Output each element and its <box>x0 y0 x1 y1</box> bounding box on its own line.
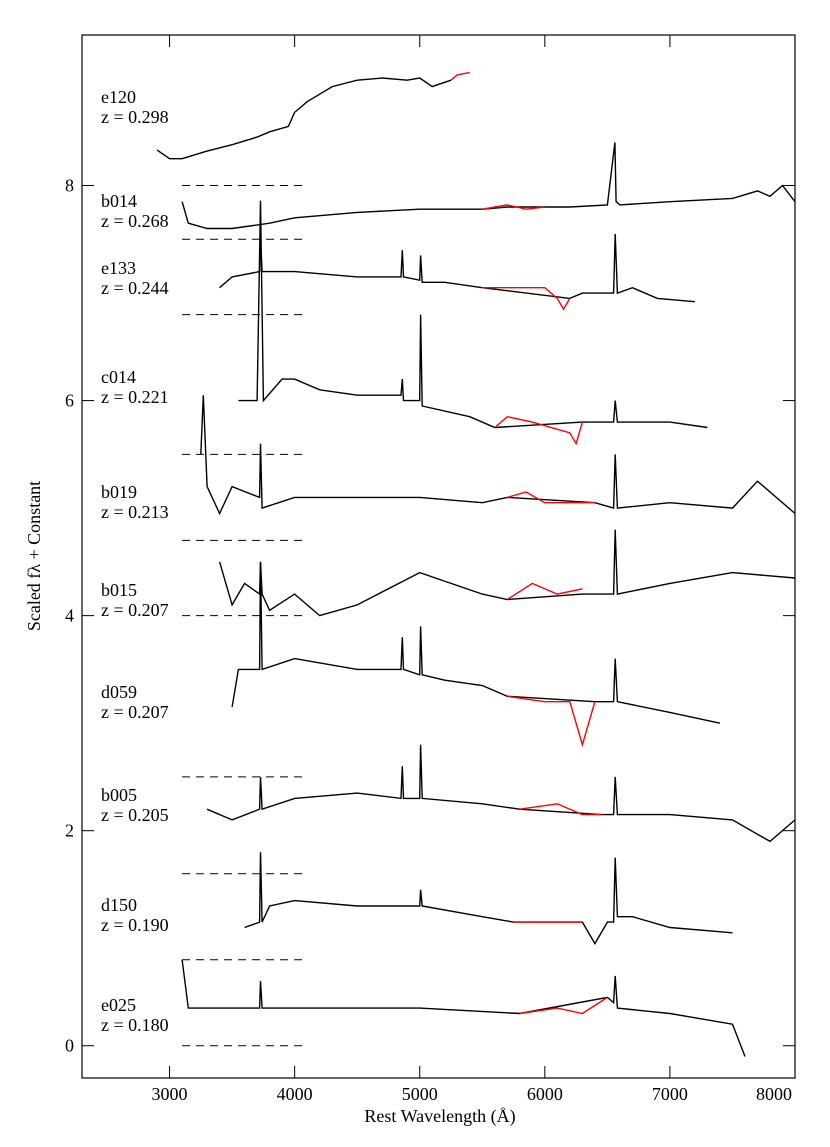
spectrum <box>507 491 595 504</box>
spectrum <box>231 561 721 724</box>
spectrum-name: b019 <box>101 482 137 502</box>
spectrum <box>206 744 796 843</box>
spectrum-name: e025 <box>101 995 136 1015</box>
spectrum-redshift: z = 0.221 <box>101 387 169 407</box>
spectrum <box>219 233 695 303</box>
spectrum-name: c014 <box>101 367 136 387</box>
spectrum <box>450 71 470 81</box>
x-tick-label: 7000 <box>652 1084 688 1104</box>
x-tick-label: 6000 <box>527 1084 563 1104</box>
spectrum <box>218 529 796 617</box>
spectrum-redshift: z = 0.180 <box>101 1015 169 1035</box>
spectrum-name: d150 <box>101 895 137 915</box>
spectrum <box>519 996 608 1015</box>
y-tick-label: 0 <box>65 1036 74 1056</box>
spectrum <box>482 287 571 311</box>
spectrum <box>238 200 708 429</box>
y-tick-label: 8 <box>65 176 74 196</box>
x-tick-label: 8000 <box>756 1084 792 1104</box>
spectrum-name: e133 <box>101 258 136 278</box>
spectrum-redshift: z = 0.190 <box>101 915 169 935</box>
x-tick-label: 4000 <box>277 1084 313 1104</box>
x-tick-label: 5000 <box>402 1084 438 1104</box>
spectrum <box>181 959 746 1057</box>
y-tick-label: 4 <box>65 606 74 626</box>
spectrum-name: e120 <box>101 87 136 107</box>
spectrum-redshift: z = 0.207 <box>101 600 169 620</box>
spectrum <box>506 582 583 601</box>
spectrum <box>519 803 602 816</box>
spectrum-name: b015 <box>101 580 137 600</box>
x-tick-label: 3000 <box>152 1084 188 1104</box>
spectrum-redshift: z = 0.205 <box>101 805 169 825</box>
x-axis-label: Rest Wavelength (Å) <box>364 1106 515 1127</box>
spectrum-name: b014 <box>101 191 137 211</box>
spectrum <box>200 395 796 516</box>
spectrum <box>244 852 733 945</box>
y-axis-label: Scaled fλ + Constant <box>24 481 44 631</box>
spectrum-redshift: z = 0.213 <box>101 502 169 522</box>
spectrum <box>507 695 596 748</box>
y-tick-label: 6 <box>65 391 74 411</box>
plot-frame <box>81 34 796 1079</box>
spectrum-name: b005 <box>101 785 137 805</box>
spectrum <box>482 204 545 210</box>
spectrum-name: d059 <box>101 682 137 702</box>
spectrum <box>181 142 796 230</box>
spectrum-redshift: z = 0.207 <box>101 702 169 722</box>
spectrum-redshift: z = 0.244 <box>101 278 169 298</box>
spectrum-redshift: z = 0.268 <box>101 211 169 231</box>
y-tick-label: 2 <box>65 821 74 841</box>
spectrum <box>156 77 452 160</box>
spectrum-redshift: z = 0.298 <box>101 107 169 127</box>
spectrum <box>494 415 584 446</box>
